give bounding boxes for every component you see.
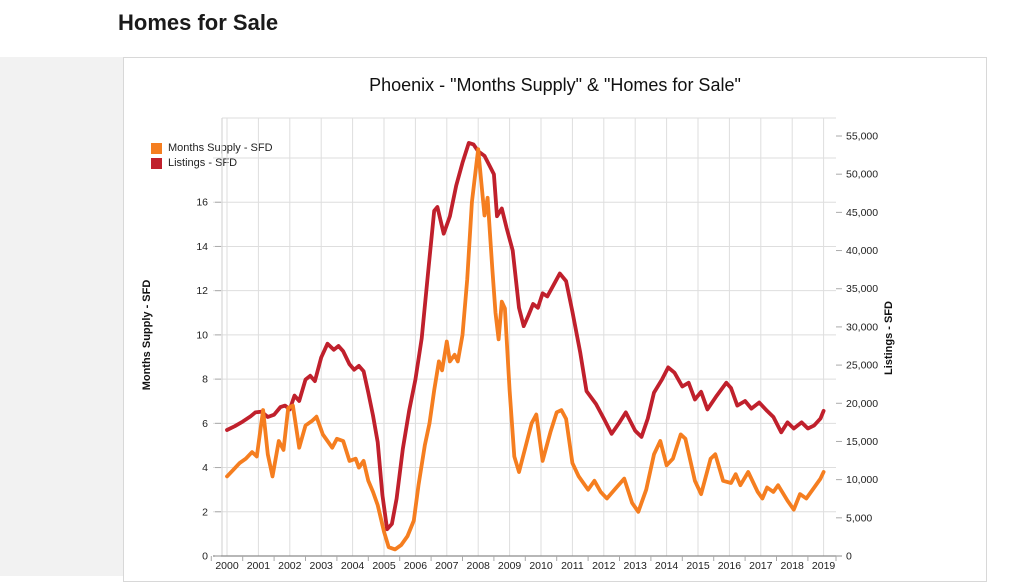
left-margin-panel bbox=[0, 57, 123, 576]
page-heading-line2: Homes for Sale bbox=[118, 10, 279, 35]
legend-swatch-listings bbox=[151, 157, 162, 169]
chart-title: Phoenix - "Months Supply" & "Homes for S… bbox=[369, 75, 741, 95]
left-axis-title: Months Supply - SFD bbox=[141, 279, 153, 391]
legend-item-listings: Listings - SFD bbox=[151, 157, 273, 169]
right-axis-title: Listings - SFD bbox=[883, 301, 895, 375]
page-heading: & Homes for Sale bbox=[118, 0, 278, 38]
legend-item-months-supply: Months Supply - SFD bbox=[151, 142, 273, 154]
chart-legend: Months Supply - SFD Listings - SFD bbox=[151, 142, 273, 172]
page-heading-line1: & bbox=[118, 0, 278, 8]
legend-label-listings: Listings - SFD bbox=[168, 157, 238, 169]
legend-swatch-months-supply bbox=[151, 142, 162, 154]
chart-container: Phoenix - "Months Supply" & "Homes for S… bbox=[123, 57, 987, 582]
legend-label-months-supply: Months Supply - SFD bbox=[168, 142, 273, 154]
